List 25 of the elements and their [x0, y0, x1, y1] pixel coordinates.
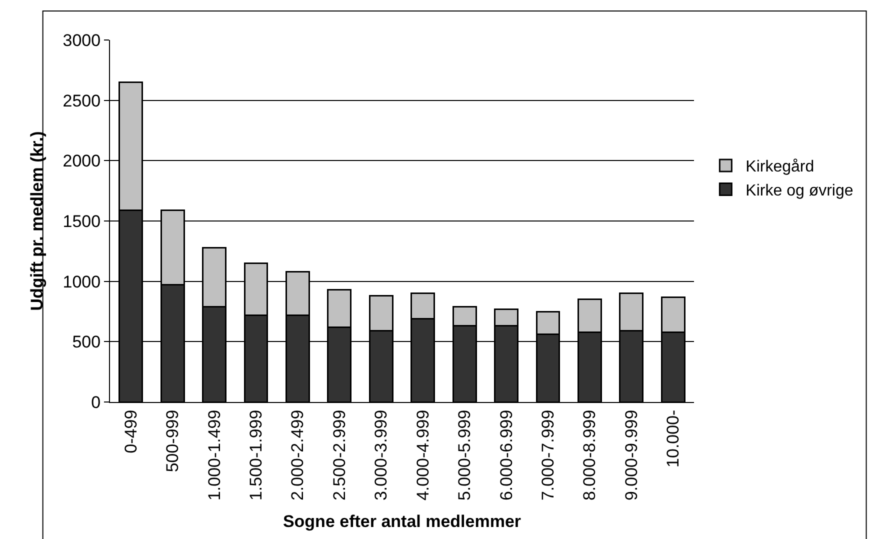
x-tick-label: 9.000-9.999 — [622, 410, 641, 501]
y-tick-label: 1000 — [62, 272, 101, 292]
x-tick-label: 4.000-4.999 — [413, 410, 432, 501]
x-tick-label: 500-999 — [163, 410, 182, 472]
y-tick-label: 1500 — [62, 212, 101, 231]
legend-label: Kirke og øvrige — [746, 182, 854, 200]
x-tick-label: 1.000-1.499 — [204, 410, 224, 501]
y-tick-label: 500 — [72, 332, 101, 352]
x-tick-label: 2.000-2.499 — [288, 410, 308, 501]
y-tick-label: 2000 — [62, 152, 101, 171]
y-tick-label: 3000 — [62, 30, 101, 50]
x-tick-label: 1.500-1.999 — [246, 410, 266, 501]
y-tick-label: 2500 — [62, 91, 101, 110]
x-tick-label: 7.000-7.999 — [538, 410, 558, 501]
x-tick-label: 2.500-2.999 — [330, 410, 349, 501]
x-tick-label: 0-499 — [121, 410, 140, 454]
y-tick-label: 0 — [91, 392, 101, 412]
x-tick-label: 5.000-5.999 — [455, 410, 474, 501]
x-tick-label: 3.000-3.999 — [372, 410, 391, 501]
x-tick-label: 8.000-8.999 — [580, 410, 600, 501]
y-axis-title: Udgift pr. medlem (kr.) — [27, 131, 46, 311]
legend-label: Kirkegård — [746, 158, 814, 176]
x-tick-label: 10.000- — [664, 410, 683, 468]
x-axis-title: Sogne efter antal medlemmer — [282, 512, 522, 531]
x-tick-label: 6.000-6.999 — [496, 410, 516, 501]
